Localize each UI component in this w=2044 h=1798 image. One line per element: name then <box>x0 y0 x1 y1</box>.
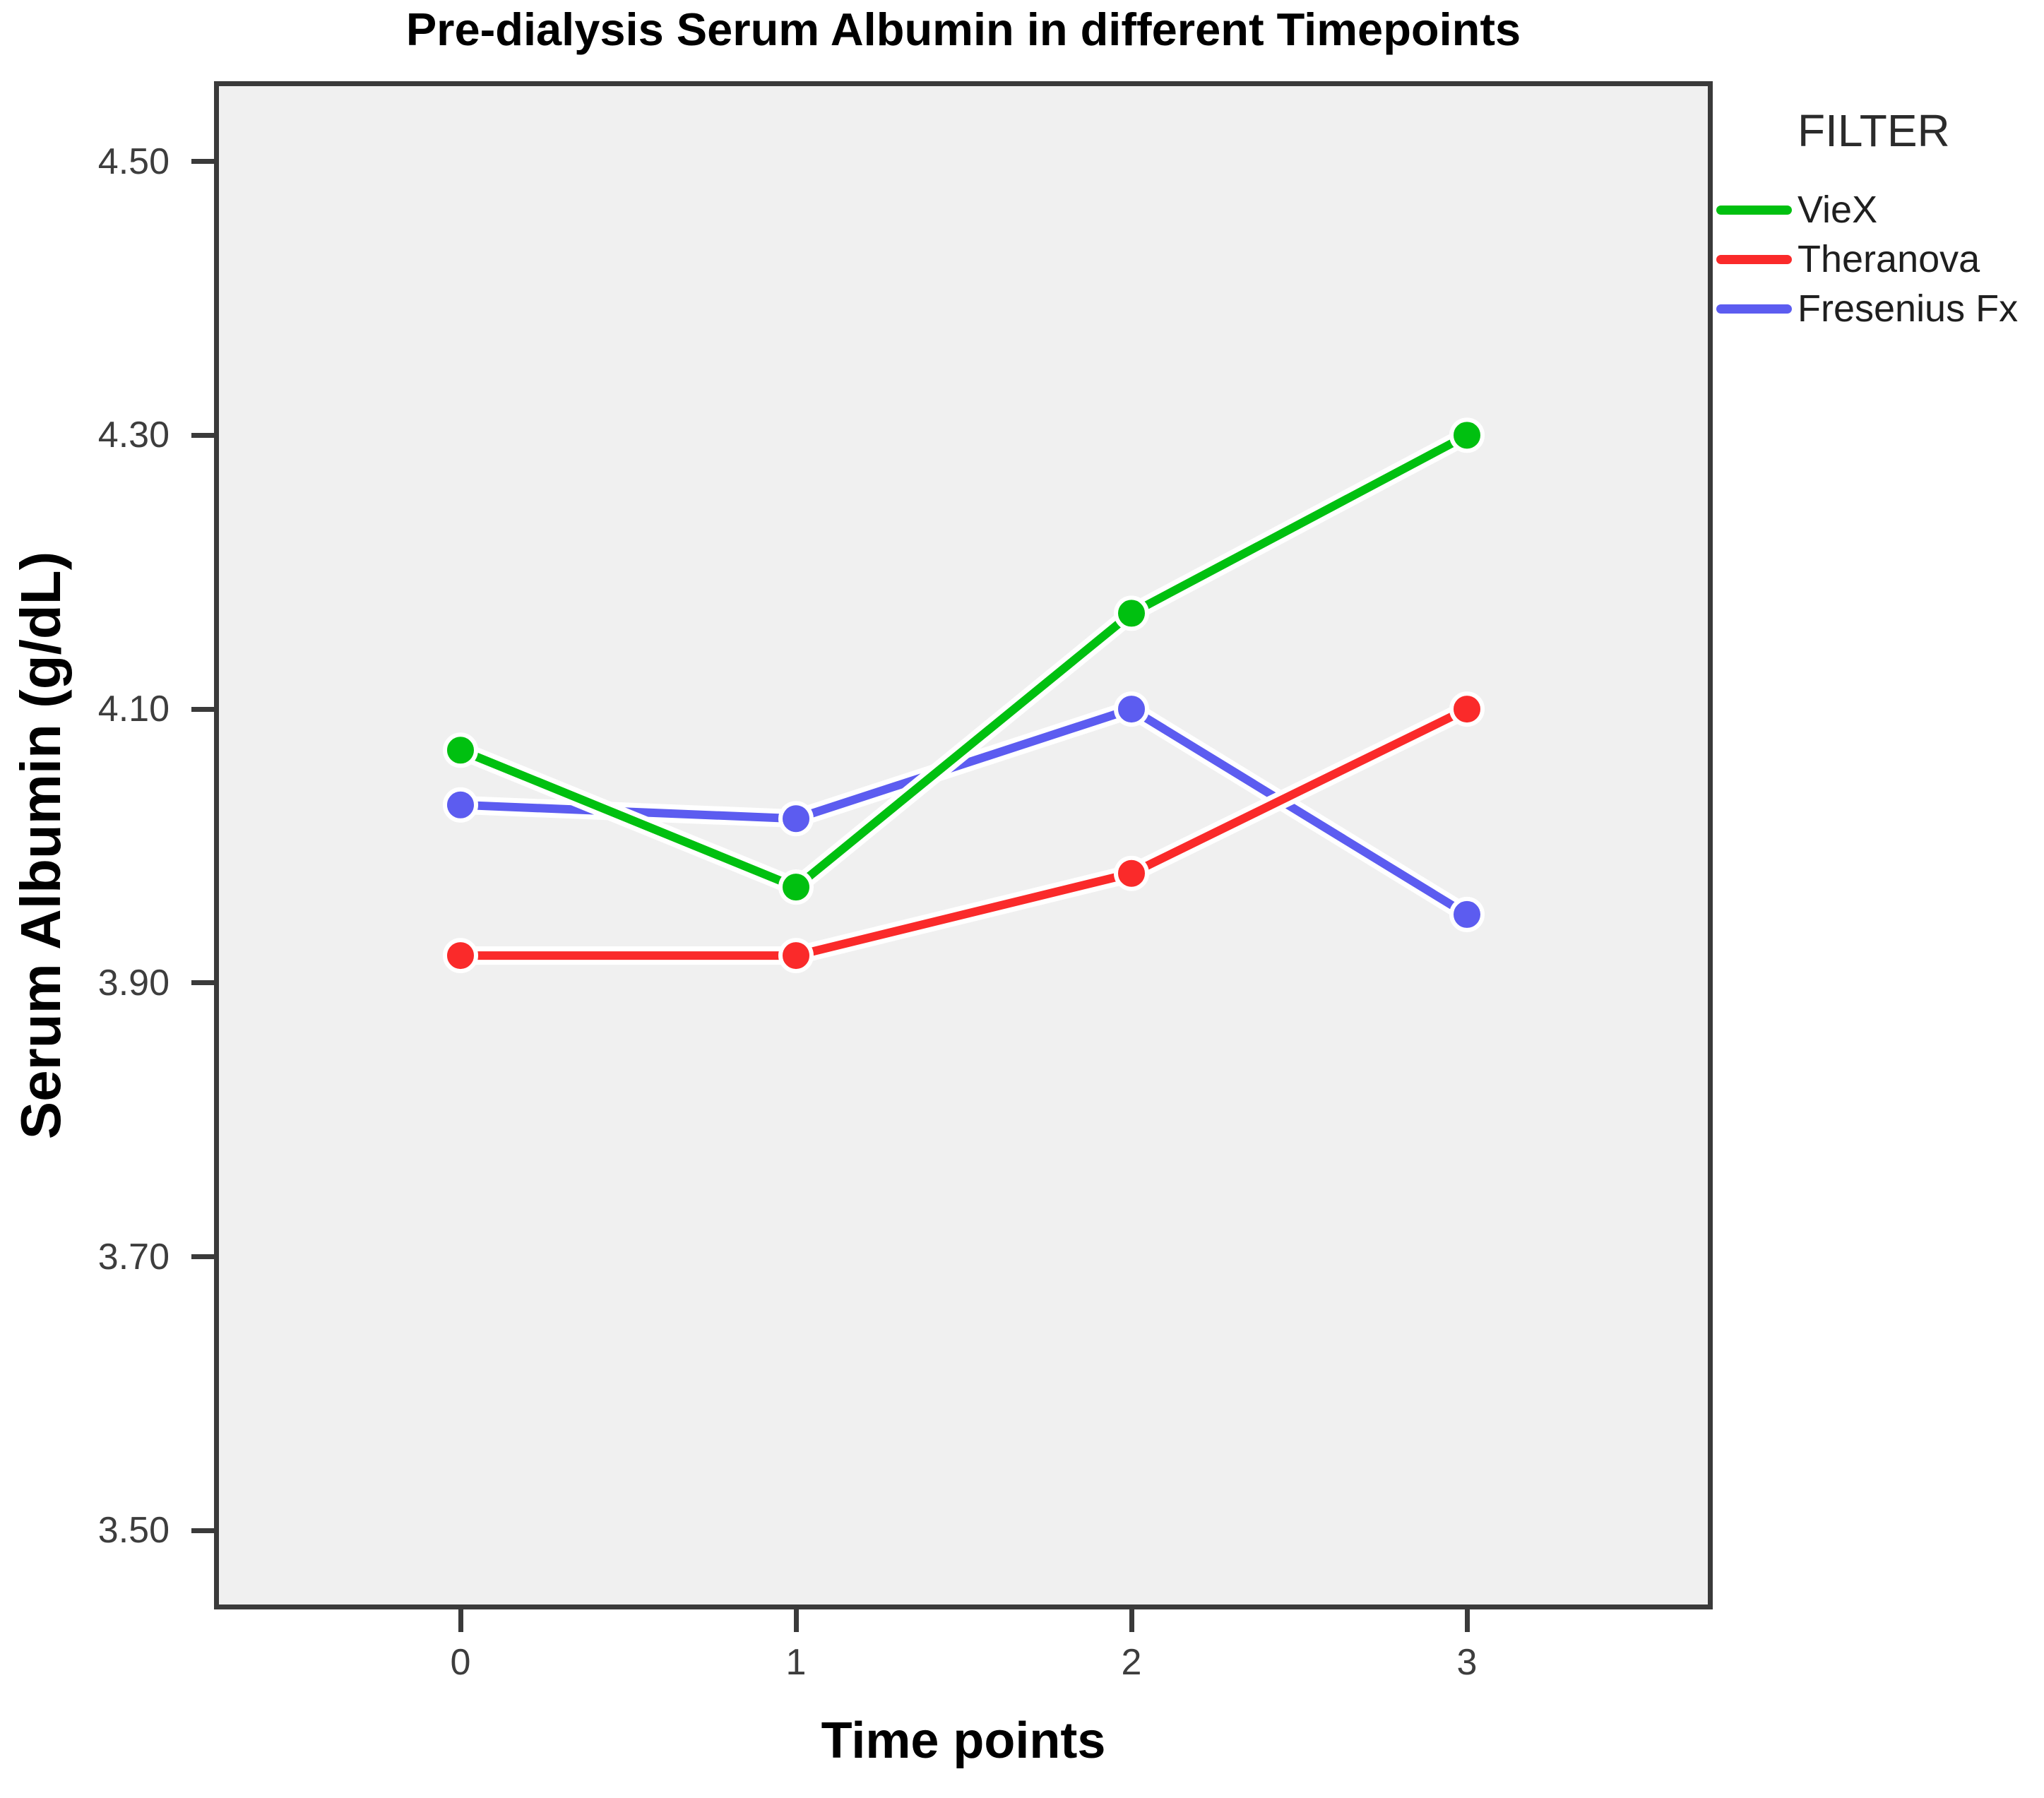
x-tick-label: 1 <box>785 1642 807 1683</box>
legend-item-viex: VieX <box>1716 185 2018 234</box>
data-point-theranova <box>1114 855 1149 891</box>
series-plot <box>443 417 1485 974</box>
y-tick-mark <box>191 980 214 986</box>
data-point-fresenius-fx <box>778 801 814 837</box>
x-tick-mark <box>1464 1609 1470 1632</box>
data-point-fresenius-fx <box>1114 691 1149 727</box>
legend-title: FILTER <box>1798 105 1950 156</box>
y-tick-label: 4.50 <box>97 141 170 182</box>
series-line-theranova <box>456 705 1471 960</box>
x-axis-title: Time points <box>821 1713 1106 1769</box>
y-tick-label: 3.90 <box>97 962 170 1004</box>
legend-swatch-fresenius-fx <box>1716 304 1792 314</box>
y-tick-mark <box>191 1254 214 1260</box>
y-tick-mark <box>191 1528 214 1533</box>
y-tick-label: 4.30 <box>97 415 170 456</box>
data-point-viex <box>1114 595 1149 631</box>
y-axis-title: Serum Albumin (g/dL) <box>9 551 72 1140</box>
data-point-viex <box>1449 417 1485 453</box>
legend: FILTER VieX Theranova Fresenius Fx <box>1716 105 2018 333</box>
legend-label-theranova: Theranova <box>1798 238 1980 280</box>
y-tick-mark <box>191 159 214 165</box>
data-point-viex <box>778 869 814 905</box>
data-point-theranova <box>778 938 814 974</box>
y-tick-label: 3.50 <box>97 1510 170 1552</box>
series-line-viex <box>456 431 1471 892</box>
legend-item-theranova: Theranova <box>1716 234 2018 284</box>
legend-label-fresenius-fx: Fresenius Fx <box>1798 287 2019 330</box>
y-tick-label: 3.70 <box>97 1236 170 1278</box>
legend-label-viex: VieX <box>1798 189 1878 231</box>
data-point-fresenius-fx <box>443 787 478 823</box>
y-tick-label: 4.10 <box>97 689 170 730</box>
plot-area <box>219 86 1708 1604</box>
x-tick-label: 0 <box>450 1642 471 1683</box>
y-tick-mark <box>191 706 214 712</box>
x-tick-mark <box>1129 1609 1134 1632</box>
data-point-theranova <box>443 938 478 974</box>
x-tick-mark <box>458 1609 463 1632</box>
legend-rows: VieX Theranova Fresenius Fx <box>1716 185 2018 333</box>
legend-item-fresenius-fx: Fresenius Fx <box>1716 284 2018 333</box>
data-point-theranova <box>1449 691 1485 727</box>
x-tick-label: 2 <box>1121 1642 1142 1683</box>
x-tick-mark <box>793 1609 799 1632</box>
data-point-fresenius-fx <box>1449 896 1485 932</box>
y-tick-mark <box>191 432 214 438</box>
chart-title: Pre-dialysis Serum Albumin in different … <box>405 4 1521 55</box>
legend-swatch-viex <box>1716 205 1792 215</box>
x-tick-label: 3 <box>1456 1642 1478 1683</box>
legend-swatch-theranova <box>1716 254 1792 264</box>
data-point-viex <box>443 732 478 768</box>
